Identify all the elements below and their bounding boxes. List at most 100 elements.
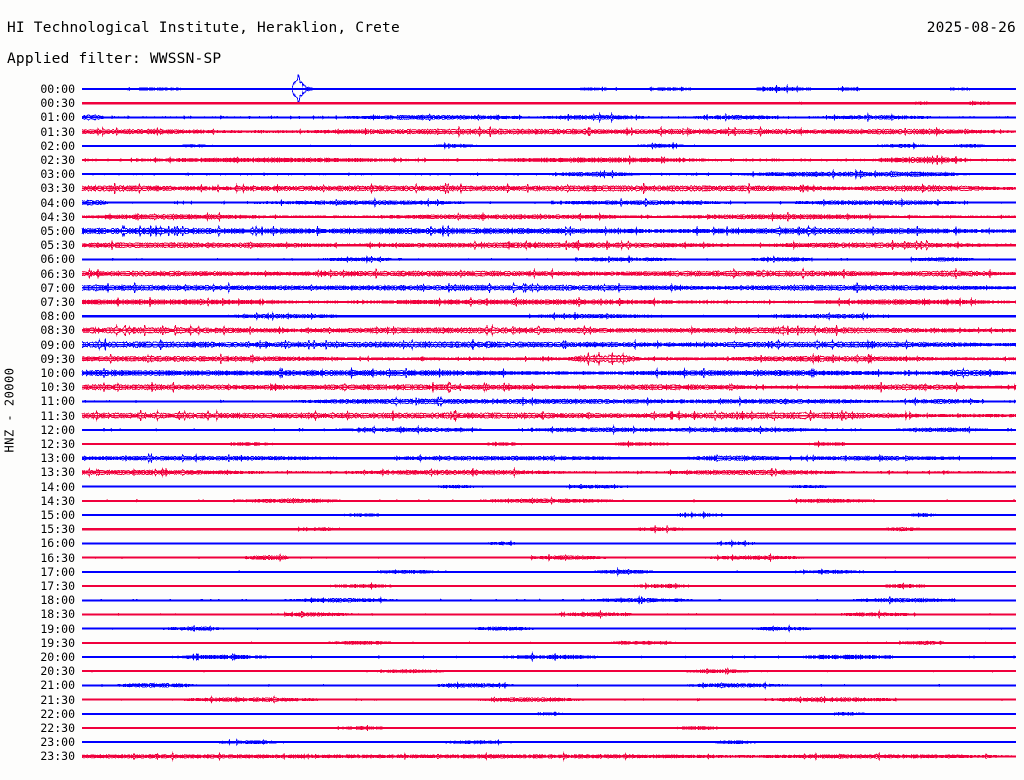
time-label-0630: 06:30 [40,266,75,281]
time-label-1230: 12:30 [40,437,75,451]
time-label-1730: 17:30 [40,579,75,593]
trace-row-0230 [82,154,1017,166]
trace-row-1100 [81,396,1016,407]
time-label-2130: 21:30 [40,692,75,707]
time-label-2200: 22:00 [40,706,75,721]
trace-row-2030 [82,667,1016,676]
trace-row-1500 [82,510,1016,520]
trace-row-1200 [81,424,1016,435]
trace-row-0100 [81,111,1017,124]
trace-row-0500 [81,224,1017,238]
trace-row-1930 [82,640,1016,646]
trace-row-1330 [81,466,1017,478]
trace-row-1000 [81,367,1017,379]
trace-row-1030 [81,381,1017,394]
trace-row-0330 [81,182,1017,194]
time-label-1130: 11:30 [40,408,75,423]
trace-row-0800 [82,311,1016,322]
trace-row-2000 [82,651,1016,663]
trace-row-2230 [82,724,1016,732]
trace-row-0430 [81,211,1017,223]
time-label-1930: 19:30 [40,635,75,650]
trace-row-0600 [82,255,1016,264]
trace-row-0730 [81,296,1016,308]
trace-row-1400 [82,483,1016,490]
trace-row-1700 [82,566,1016,577]
time-label-1000: 10:00 [40,366,75,380]
helicorder-plot: 00:00 00:30 01:00 01:30 02:00 02:30 03:00 03:30… [0,74,1024,774]
time-label-0230: 02:30 [40,153,75,167]
time-label-1430: 14:30 [40,493,75,508]
time-label-0530: 05:30 [40,238,75,253]
date-label: 2025-08-26 [926,20,1016,36]
trace-row-1430 [82,496,1016,506]
trace-row-2130 [82,695,1016,704]
time-label-1100: 11:00 [40,394,75,409]
time-label-0400: 04:00 [40,195,75,210]
time-label-0130: 01:30 [40,124,75,139]
trace-row-1530 [82,524,1016,535]
trace-row-0530 [81,239,1017,251]
time-label-0600: 06:00 [40,252,75,267]
time-label-0430: 04:30 [40,209,75,224]
trace-row-1230 [82,439,1016,449]
time-label-2000: 20:00 [40,650,75,664]
time-label-2300: 23:00 [40,735,75,750]
trace-row-1130 [81,409,1017,422]
trace-row-2330 [81,751,1017,762]
trace-row-0900 [81,338,1017,351]
time-axis: 00:00 00:30 01:00 01:30 02:00 02:30 03:00 03:30… [0,74,82,774]
time-label-1300: 13:00 [40,451,75,466]
page-title: HI Technological Institute, Heraklion, C… [7,20,400,36]
trace-row-1600 [82,539,1016,548]
trace-row-0400 [81,197,1016,209]
time-label-0100: 01:00 [40,110,75,125]
time-label-0000: 00:00 [40,82,75,96]
trace-row-2300 [82,738,1016,747]
trace-row-0700 [81,281,1017,294]
time-label-2100: 21:00 [40,678,75,693]
applied-filter-label: Applied filter: WWSSN-SP [7,51,222,67]
time-label-0930: 09:30 [40,351,75,366]
time-label-1800: 18:00 [40,593,75,608]
trace-row-1730 [82,581,1016,591]
time-label-0300: 03:00 [40,167,75,182]
time-label-1900: 19:00 [40,621,75,636]
time-label-0200: 02:00 [40,138,75,153]
time-label-0800: 08:00 [40,309,75,324]
trace-row-0130 [81,125,1016,138]
time-label-2030: 20:30 [40,664,75,679]
trace-row-1830 [82,609,1016,620]
time-label-2230: 22:30 [40,721,75,735]
time-label-0500: 05:00 [40,224,75,238]
time-label-1700: 17:00 [40,564,75,579]
trace-row-0030 [82,100,1016,106]
trace-row-0300 [81,168,1016,180]
trace-row-0830 [81,323,1017,337]
time-label-1500: 15:00 [40,508,75,522]
seismogram-traces [81,74,1017,762]
trace-row-1800 [82,595,1016,606]
time-label-1330: 13:30 [40,465,75,480]
time-label-1400: 14:00 [40,479,75,494]
trace-row-0630 [81,267,1017,280]
header: HI Technological Institute, Heraklion, C… [0,0,1024,74]
trace-row-2200 [82,711,1016,717]
time-label-1530: 15:30 [40,522,75,537]
trace-row-1630 [82,552,1016,563]
trace-row-1900 [82,624,1017,633]
trace-row-1300 [81,452,1016,464]
time-label-0900: 09:00 [40,337,75,352]
trace-row-2100 [82,681,1016,690]
time-label-1830: 18:30 [40,607,75,622]
time-label-0700: 07:00 [40,280,75,295]
trace-row-0200 [82,141,1016,150]
trace-row-0930 [81,352,1017,366]
time-label-1030: 10:30 [40,380,75,395]
time-label-1600: 16:00 [40,536,75,551]
time-label-2330: 23:30 [40,749,75,764]
time-label-0730: 07:30 [40,295,75,309]
time-label-0030: 00:30 [40,96,75,111]
time-label-1630: 16:30 [40,550,75,565]
trace-row-0000 [82,74,1016,105]
